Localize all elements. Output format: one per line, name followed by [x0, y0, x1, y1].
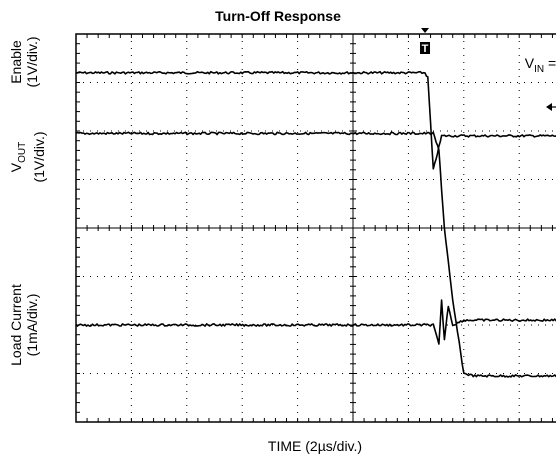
trigger-marker-box: [420, 42, 431, 54]
trace-vout: [75, 131, 556, 378]
trace-enable: [75, 70, 556, 170]
trigger-arrow: [421, 28, 430, 33]
center-axes: [76, 34, 556, 422]
vin-annotation-sub: IN: [534, 64, 544, 75]
chart-title: Turn-Off Response: [215, 8, 341, 24]
trigger-marker-label: T: [422, 43, 429, 55]
trace-load-current: [75, 299, 556, 345]
vin-annotation: VIN = 3.6V: [525, 55, 556, 75]
vin-annotation-value: = 3.6V: [544, 55, 556, 71]
x-axis-label: TIME (2µs/div.): [267, 438, 363, 454]
vin-annotation-main: V: [525, 55, 535, 71]
ground-marker-arrow: [546, 103, 552, 111]
